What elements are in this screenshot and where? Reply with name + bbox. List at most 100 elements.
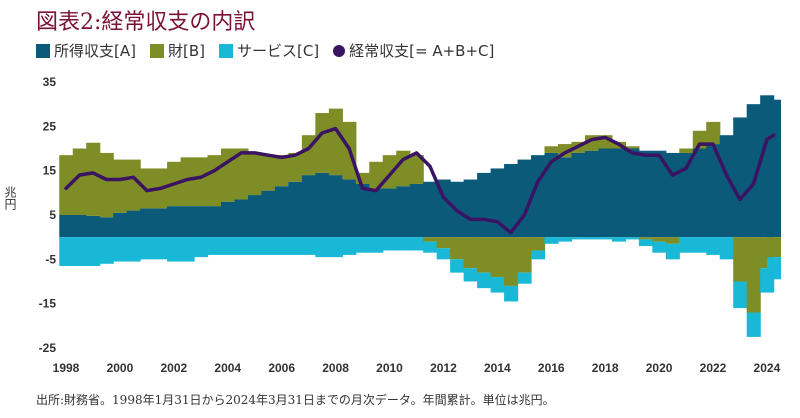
bar-A-27 — [423, 181, 438, 238]
bar-B-48 — [706, 121, 721, 145]
bar-A-23 — [369, 188, 384, 238]
bar-A-10 — [194, 206, 209, 238]
bar-A-8 — [167, 206, 182, 238]
y-tick-label: -15 — [39, 297, 57, 311]
bar-A-36 — [544, 152, 559, 238]
bar-B-50 — [733, 237, 748, 282]
legend-label-current-account: 経常収支[= A+B+C] — [349, 42, 495, 60]
bar-B-26 — [409, 155, 424, 184]
bar-A-6 — [140, 208, 155, 238]
bar-C-19 — [315, 237, 330, 258]
bar-A-3 — [99, 217, 114, 238]
bar-B-44 — [652, 237, 667, 242]
bar-C-20 — [328, 237, 343, 258]
bar-C-33 — [504, 285, 519, 302]
y-tick-label: -25 — [39, 341, 57, 355]
bar-A-7 — [153, 208, 168, 238]
bar-C-50 — [733, 281, 748, 309]
current-account-line — [64, 126, 776, 235]
bar-C-39 — [584, 237, 600, 240]
bar-A-37 — [557, 157, 573, 238]
bar-C-3 — [99, 237, 114, 264]
bar-B-12 — [221, 148, 236, 202]
legend-item-services: サービス[C] — [218, 40, 320, 61]
bar-B-46 — [679, 148, 694, 153]
legend-item-income: 所得収支[A] — [36, 40, 136, 61]
bar-B-3 — [99, 152, 114, 218]
bar-C-40 — [598, 237, 613, 240]
x-tick-label: 2006 — [268, 361, 295, 375]
bar-B-28 — [436, 237, 451, 249]
bar-A-20 — [328, 175, 343, 238]
bar-B-13 — [234, 148, 249, 200]
bar-C-32 — [490, 277, 505, 293]
x-tick-label: 2024 — [754, 361, 781, 375]
bar-A-40 — [598, 148, 613, 238]
bar-A-11 — [207, 206, 222, 238]
legend-swatch-current-account — [333, 44, 346, 57]
y-tick-label: 15 — [43, 164, 57, 178]
bar-C-24 — [382, 237, 397, 251]
bar-A-24 — [382, 188, 397, 238]
legend-swatch-services — [218, 43, 233, 58]
bar-B-35 — [531, 237, 546, 251]
bar-C-23 — [369, 237, 384, 253]
bar-C-2 — [86, 237, 101, 266]
bar-C-41 — [611, 237, 626, 242]
bar-A-1 — [72, 215, 87, 238]
chart-title: 図表2:経常収支の内訳 — [36, 10, 256, 35]
bar-B-20 — [328, 108, 343, 176]
y-tick-label: 25 — [43, 119, 57, 133]
y-axis-label: 兆円 — [3, 186, 17, 210]
bar-A-26 — [409, 183, 424, 238]
bar-C-43 — [638, 239, 653, 247]
bar-B-4 — [113, 159, 128, 213]
bar-A-16 — [274, 186, 290, 238]
bar-C-21 — [342, 237, 357, 255]
bar-B-14 — [247, 152, 263, 196]
bar-C-14 — [247, 237, 263, 255]
bar-B-53 — [766, 237, 781, 258]
bar-C-16 — [274, 237, 290, 255]
bar-C-9 — [180, 237, 195, 262]
bar-B-23 — [369, 161, 384, 189]
bar-A-12 — [221, 201, 236, 238]
bar-C-5 — [126, 237, 141, 262]
bar-C-11 — [207, 237, 222, 255]
bar-A-25 — [396, 186, 411, 238]
bar-B-6 — [140, 168, 155, 209]
bar-A-31 — [477, 172, 492, 238]
bar-B-19 — [315, 113, 330, 173]
legend-swatch-goods — [149, 43, 164, 58]
bar-B-0 — [59, 155, 74, 215]
x-tick-label: 2012 — [430, 361, 457, 375]
x-tick-label: 2022 — [700, 361, 727, 375]
bar-C-38 — [571, 237, 586, 240]
bar-C-44 — [652, 241, 667, 253]
bar-A-43 — [638, 150, 653, 238]
legend-swatch-income — [36, 43, 50, 58]
bar-B-24 — [382, 155, 397, 189]
bar-B-10 — [194, 157, 209, 207]
bar-C-29 — [450, 259, 465, 273]
bar-C-22 — [355, 237, 370, 253]
bar-A-33 — [504, 164, 519, 238]
bar-B-34 — [517, 237, 532, 273]
bar-C-27 — [423, 241, 438, 253]
bar-B-17 — [288, 152, 303, 182]
x-tick-label: 2016 — [538, 361, 565, 375]
legend-label-services: サービス[C] — [236, 42, 320, 60]
bar-B-51 — [746, 237, 761, 313]
bar-B-29 — [450, 237, 465, 260]
bar-C-0 — [59, 237, 74, 266]
bar-C-46 — [679, 237, 694, 253]
bar-B-9 — [180, 157, 195, 207]
bar-C-13 — [234, 237, 249, 255]
x-tick-label: 2000 — [107, 361, 134, 375]
bar-B-2 — [86, 142, 101, 216]
bar-B-15 — [261, 155, 276, 191]
bar-C-1 — [72, 237, 87, 266]
bar-C-45 — [665, 243, 680, 260]
bar-B-27 — [423, 237, 438, 242]
